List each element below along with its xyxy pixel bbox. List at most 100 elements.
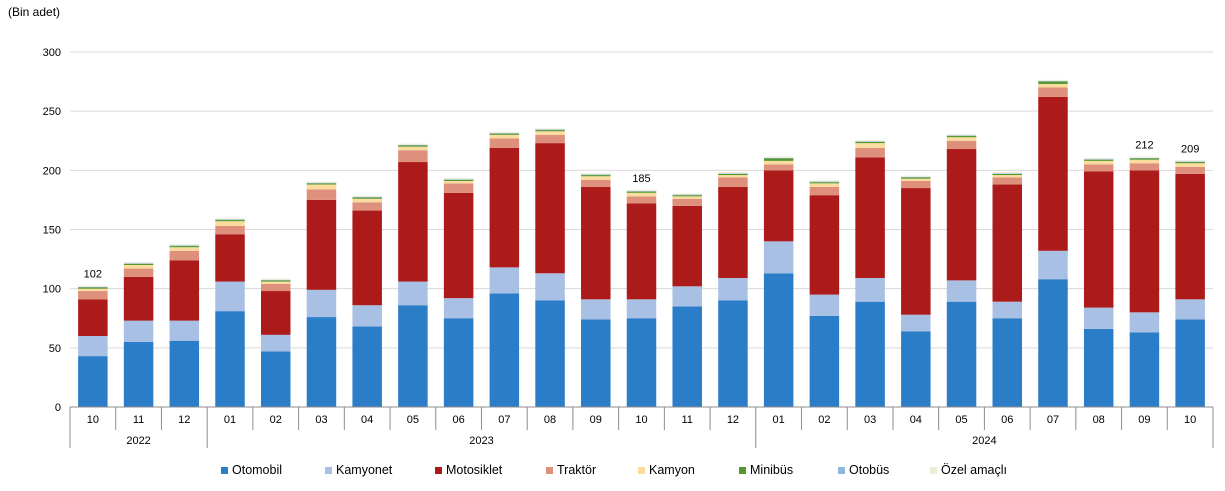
legend-label: Özel amaçlı xyxy=(941,463,1007,477)
bar-segment-kamyon xyxy=(718,175,748,178)
bar-segment-kamyonet xyxy=(672,286,702,307)
x-tick-label: 08 xyxy=(1093,414,1105,426)
bar-segment-motosiklet xyxy=(946,149,977,281)
bar-segment-minib-s xyxy=(169,246,200,248)
bar-segment-motosiklet xyxy=(535,143,565,274)
bar-segment--zel-ama-l- xyxy=(809,180,840,182)
x-tick-label: 02 xyxy=(270,414,282,426)
bar-segment--zel-ama-l- xyxy=(1129,156,1160,158)
bar-segment-minib-s xyxy=(1038,81,1068,84)
bar-segment-otomobil xyxy=(1038,279,1068,407)
bar-segment-trakt-r xyxy=(626,196,657,204)
bar-segment-otob-s xyxy=(581,174,611,176)
bar-segment-otomobil xyxy=(672,306,702,407)
y-tick-label: 200 xyxy=(43,165,61,177)
x-tick-label: 04 xyxy=(361,414,373,426)
legend-label: Otobüs xyxy=(849,463,890,477)
bar-segment-otob-s xyxy=(352,196,382,198)
bar-segment--zel-ama-l- xyxy=(1083,157,1114,160)
bar-segment-kamyon xyxy=(626,192,657,197)
legend-item: Motosiklet xyxy=(435,461,502,479)
bar-segment-trakt-r xyxy=(946,140,977,150)
bar-segment-otob-s xyxy=(809,181,840,183)
legend-item: Otobüs xyxy=(838,461,889,479)
y-tick-label: 250 xyxy=(43,106,61,118)
x-tick-label: 03 xyxy=(864,414,876,426)
bar-segment-kamyon xyxy=(443,180,474,184)
bar-segment-kamyon xyxy=(855,143,885,148)
bar-segment-trakt-r xyxy=(78,291,108,300)
x-tick-label: 11 xyxy=(682,414,693,426)
bar-segment-kamyon xyxy=(1175,163,1205,167)
bar-segment-minib-s xyxy=(855,141,885,144)
bar-segment-kamyonet xyxy=(1083,307,1114,329)
x-year-label: 2022 xyxy=(126,435,150,447)
bar-segment-otomobil xyxy=(581,319,611,407)
bar-segment-minib-s xyxy=(1083,159,1114,161)
bar-segment-motosiklet xyxy=(489,147,520,268)
data-label: 102 xyxy=(84,269,102,281)
bar-segment-otomobil xyxy=(763,273,794,407)
bar-segment-otob-s xyxy=(169,245,200,247)
bar-segment-motosiklet xyxy=(992,184,1023,302)
x-tick-label: 10 xyxy=(635,414,647,426)
bar-segment-minib-s xyxy=(398,145,428,147)
bars xyxy=(78,79,1205,407)
bar-segment-otomobil xyxy=(901,331,931,407)
bar-segment-minib-s xyxy=(1175,162,1205,164)
x-tick-label: 12 xyxy=(178,414,190,426)
bar-segment-minib-s xyxy=(946,136,977,138)
bar-segment-motosiklet xyxy=(581,186,611,300)
bar-segment-otob-s xyxy=(763,157,794,159)
bar-segment-motosiklet xyxy=(855,157,885,279)
legend-label: Minibüs xyxy=(750,463,794,477)
x-tick-label: 10 xyxy=(1184,414,1196,426)
bar-segment-minib-s xyxy=(672,195,702,197)
bar-segment-motosiklet xyxy=(169,260,200,321)
bar-segment-kamyon xyxy=(535,131,565,135)
x-tick-label: 02 xyxy=(818,414,830,426)
bar-segment-otomobil xyxy=(352,326,382,407)
bar-segment-minib-s xyxy=(489,133,520,135)
bar-segment-kamyonet xyxy=(901,314,931,332)
legend-swatch xyxy=(435,466,442,474)
bar-segment-trakt-r xyxy=(855,147,885,158)
bar-segment-kamyon xyxy=(809,183,840,187)
bar-segment-trakt-r xyxy=(169,250,200,261)
bar-segment-kamyon xyxy=(489,134,520,139)
bar-segment-otob-s xyxy=(260,279,291,281)
legend-label: Kamyon xyxy=(649,463,695,477)
bar-segment-kamyonet xyxy=(443,298,474,319)
legend-label: Motosiklet xyxy=(446,463,503,477)
bar-segment--zel-ama-l- xyxy=(123,262,154,264)
bar-segment-motosiklet xyxy=(626,203,657,300)
x-tick-label: 09 xyxy=(590,414,602,426)
bar-segment-kamyon xyxy=(215,221,245,226)
bar-segment--zel-ama-l- xyxy=(855,140,885,142)
bar-segment-otomobil xyxy=(1175,319,1205,407)
bar-segment-minib-s xyxy=(215,220,245,222)
bar-segment-kamyon xyxy=(352,198,382,203)
bar-segment-motosiklet xyxy=(123,276,154,321)
x-tick-label: 09 xyxy=(1138,414,1150,426)
bar-segment-kamyon xyxy=(901,178,931,181)
bar-segment--zel-ama-l- xyxy=(535,128,565,130)
bar-segment-trakt-r xyxy=(352,202,382,211)
bar-segment-otomobil xyxy=(398,305,428,407)
bar-segment-trakt-r xyxy=(901,180,931,189)
x-tick-label: 01 xyxy=(773,414,785,426)
bar-segment-kamyonet xyxy=(398,281,428,306)
x-tick-label: 11 xyxy=(133,414,144,426)
bar-segment-kamyon xyxy=(306,184,337,190)
bar-segment--zel-ama-l- xyxy=(1175,160,1205,162)
bar-segment--zel-ama-l- xyxy=(992,172,1023,174)
bar-segment-kamyon xyxy=(398,146,428,151)
bar-segment-trakt-r xyxy=(1129,163,1160,171)
legend: Otomobil Kamyonet Motosiklet Traktör Kamyon M… xyxy=(0,461,1225,481)
x-tick-label: 06 xyxy=(1001,414,1013,426)
bar-segment-minib-s xyxy=(992,173,1023,176)
bar-segment-kamyon xyxy=(946,137,977,141)
bar-segment-minib-s xyxy=(809,182,840,184)
bar-segment-minib-s xyxy=(260,280,291,282)
bar-segment-otomobil xyxy=(946,301,977,407)
